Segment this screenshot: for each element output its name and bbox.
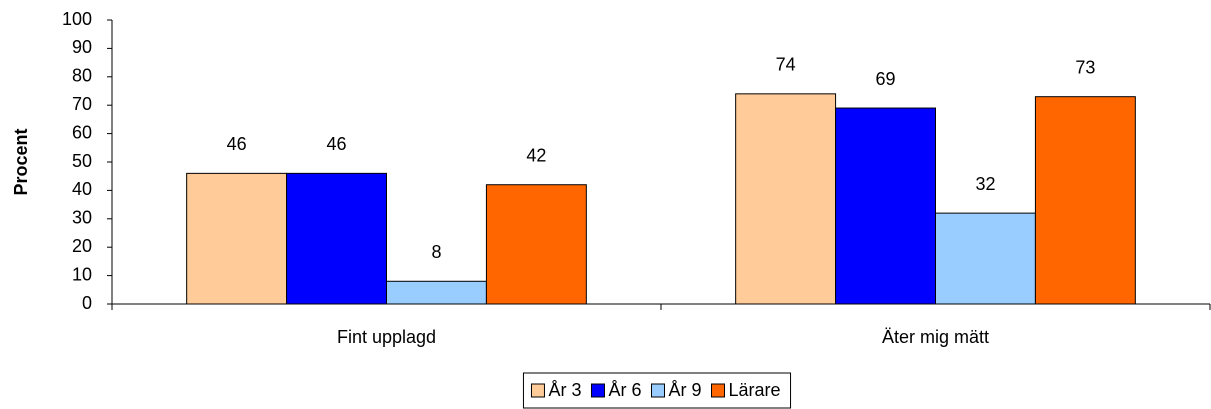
bar (485, 184, 587, 305)
value-label: 42 (526, 145, 546, 165)
bar (935, 212, 1036, 305)
y-tick-label: 60 (72, 122, 92, 142)
y-tick-label: 50 (72, 151, 92, 171)
value-label: 46 (227, 134, 247, 154)
legend-label: År 9 (668, 380, 701, 400)
y-tick-label: 30 (72, 208, 92, 228)
value-label: 69 (876, 69, 896, 89)
legend-swatch (590, 383, 605, 398)
legend-swatch (650, 383, 665, 398)
y-tick-label: 80 (72, 66, 92, 86)
legend-swatch (711, 383, 726, 398)
x-tick-label: Äter mig mätt (882, 327, 989, 347)
y-tick-label: 100 (62, 9, 92, 29)
value-label: 74 (776, 55, 796, 75)
y-tick-label: 10 (72, 264, 92, 284)
legend-label: År 3 (548, 380, 581, 400)
y-tick-label: 20 (72, 236, 92, 256)
value-label: 32 (975, 174, 995, 194)
x-tick-label: Fint upplagd (337, 327, 436, 347)
value-label: 73 (1075, 57, 1095, 77)
legend-swatch (530, 383, 545, 398)
y-tick-label: 70 (72, 94, 92, 114)
bar (386, 280, 487, 305)
bar (735, 93, 837, 305)
bar (186, 172, 288, 305)
y-tick-label: 90 (72, 37, 92, 57)
value-label: 8 (431, 242, 441, 262)
value-label: 46 (327, 134, 347, 154)
bar (1034, 96, 1136, 305)
legend-label: Lärare (729, 380, 781, 400)
bar (835, 107, 936, 305)
legend-label: År 6 (608, 380, 641, 400)
bar (286, 172, 387, 305)
y-axis-label: Procent (11, 128, 31, 195)
y-tick-label: 0 (82, 293, 92, 313)
y-tick-label: 40 (72, 179, 92, 199)
